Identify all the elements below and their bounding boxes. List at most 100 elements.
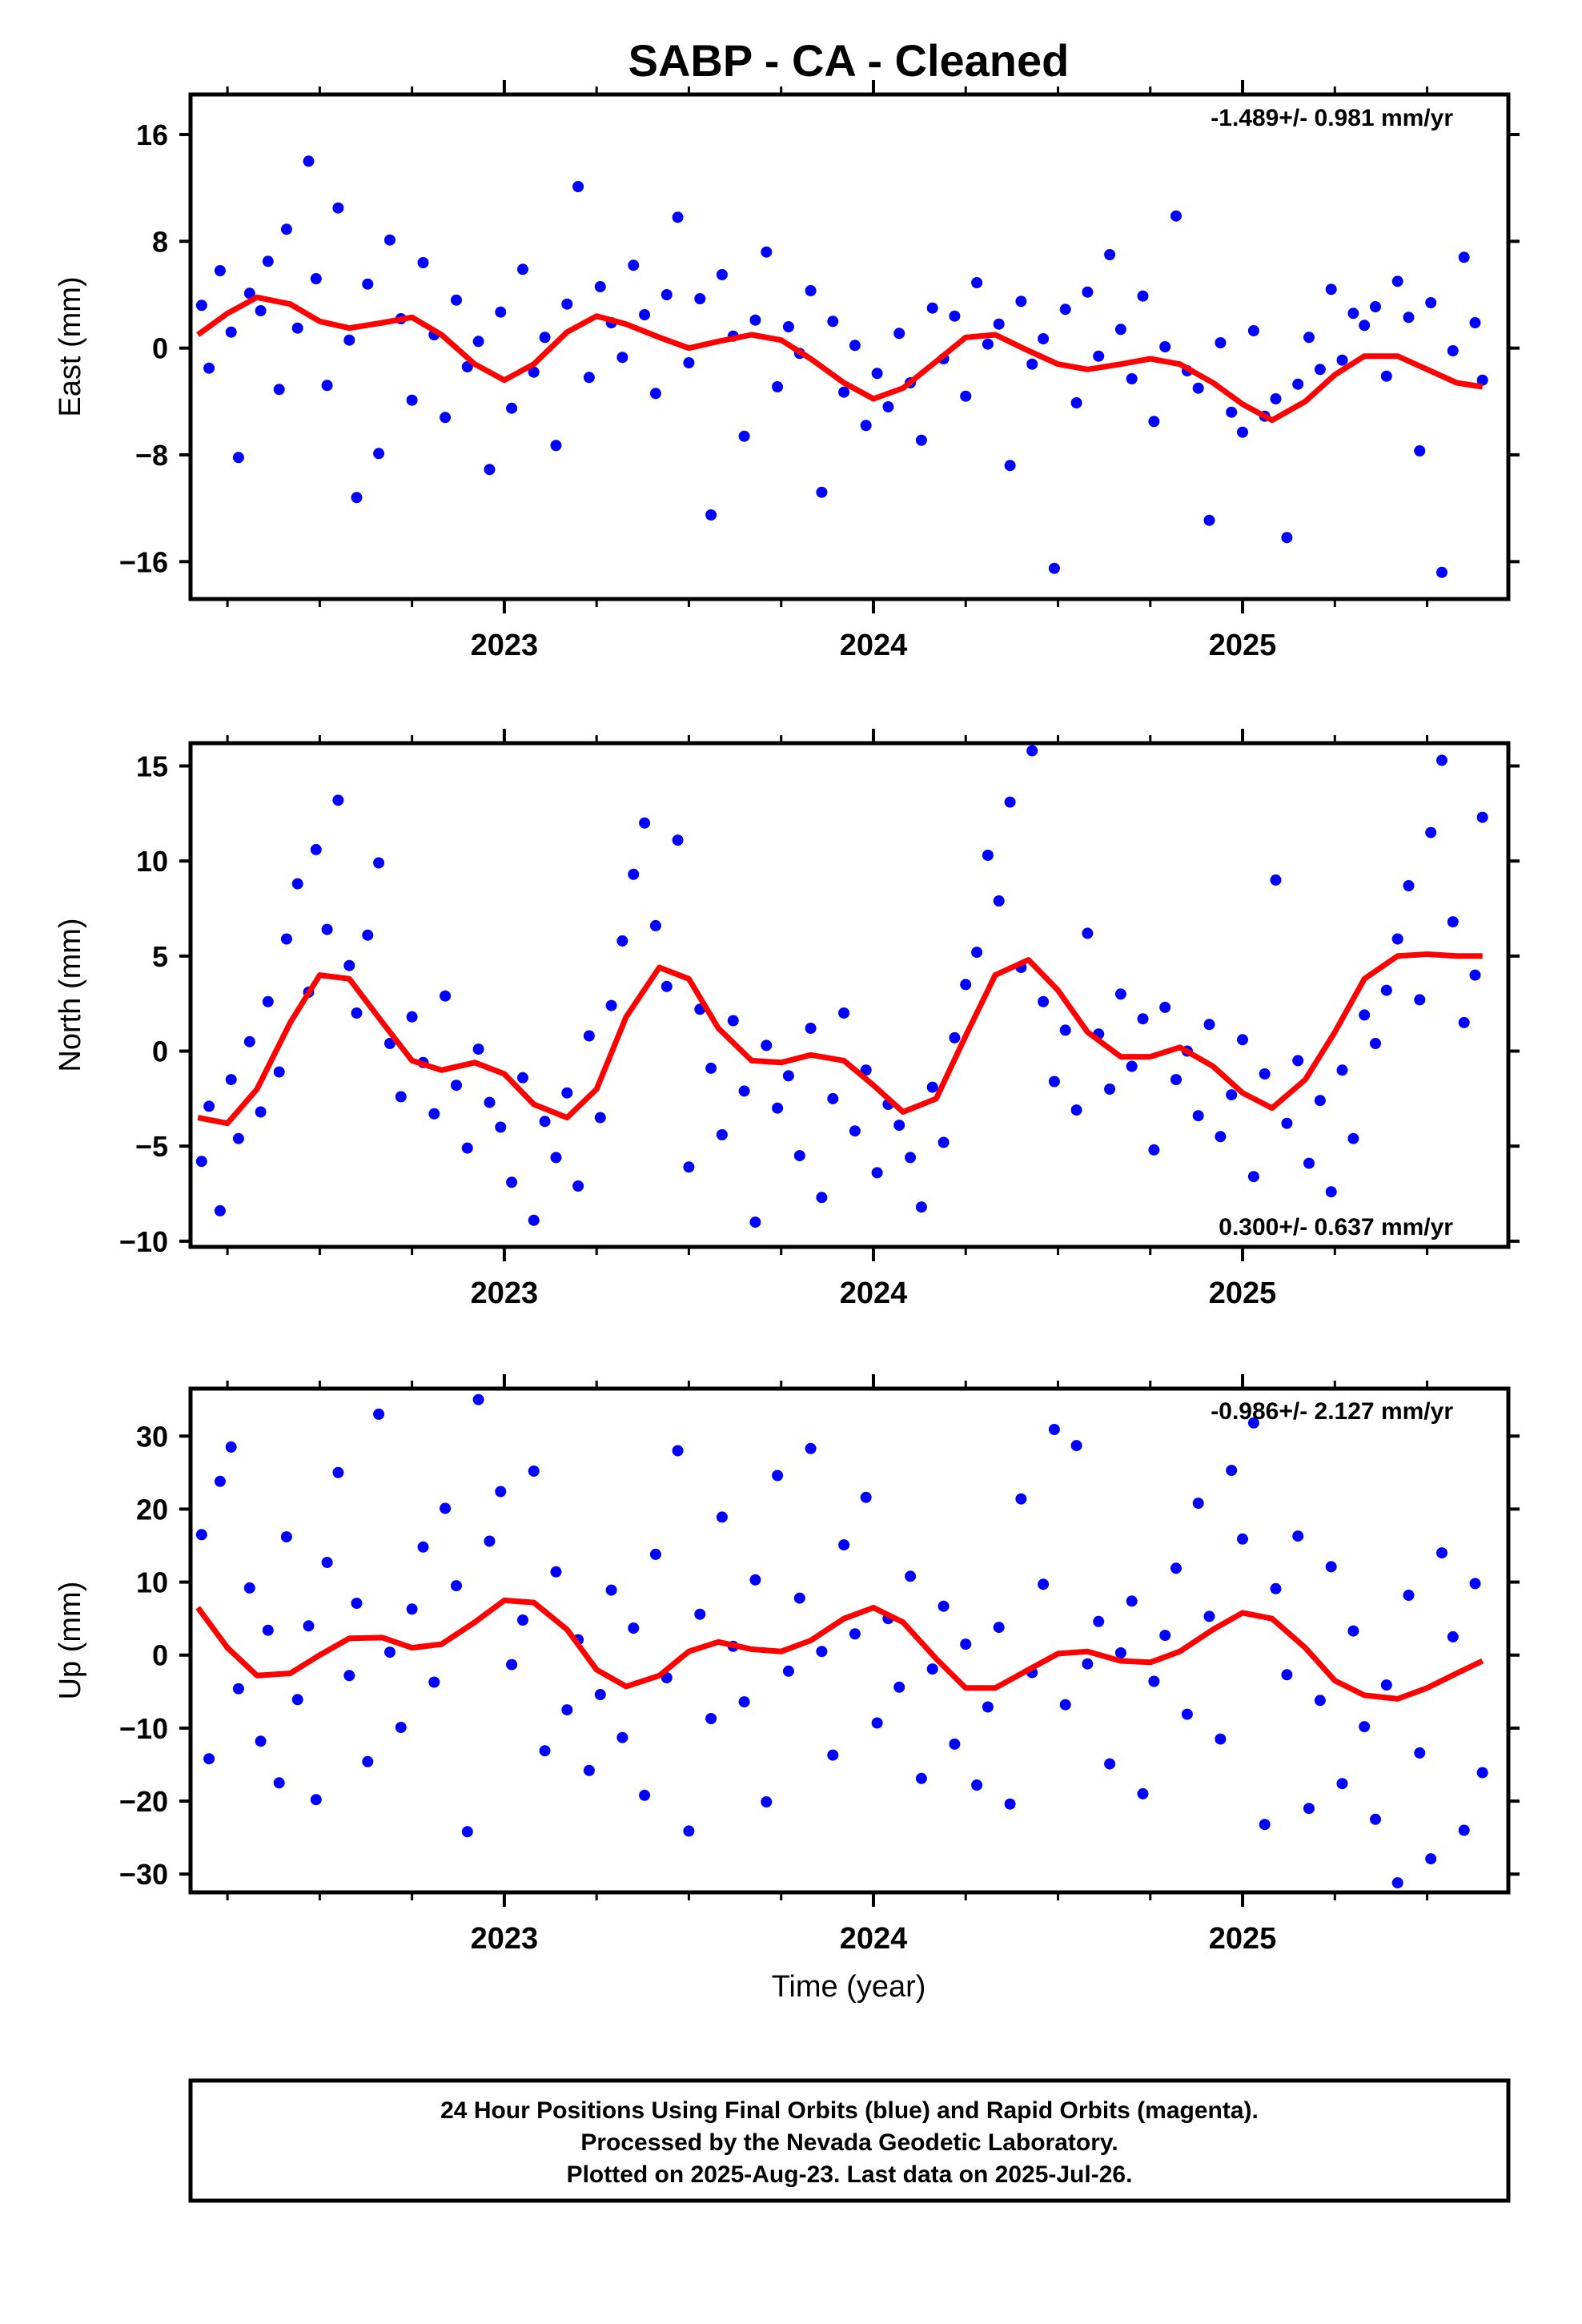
up-point	[1281, 1669, 1293, 1681]
east-point	[849, 340, 861, 352]
east-point	[310, 273, 322, 284]
up-point	[594, 1689, 606, 1700]
up-panel: −30 −20 −10 0 10 20 30 2023 2024 2025 Up (mm) -0.98…	[54, 1374, 1520, 1956]
up-point	[321, 1557, 333, 1568]
up-point	[960, 1638, 972, 1651]
up-point	[484, 1535, 496, 1547]
up-point	[793, 1592, 805, 1604]
up-point	[1303, 1803, 1315, 1815]
up-point	[495, 1486, 507, 1498]
north-point	[528, 1214, 540, 1226]
north-point	[594, 1112, 606, 1124]
east-panel: −16 −8 0 8 16 2023 2024 2025 East (mm) -1.489+/- …	[54, 80, 1520, 662]
east-point	[1303, 332, 1315, 344]
up-point	[860, 1491, 872, 1503]
east-point	[1447, 345, 1459, 356]
up-point	[1380, 1679, 1392, 1691]
north-point	[291, 878, 303, 890]
north-point	[214, 1204, 226, 1216]
up-point	[672, 1445, 684, 1457]
north-point	[761, 1039, 773, 1051]
east-point	[871, 368, 883, 380]
east-point	[705, 509, 717, 521]
up-point	[417, 1541, 429, 1553]
north-point	[572, 1180, 584, 1192]
up-point	[440, 1502, 452, 1514]
east-x-tick-label: 2025	[1209, 629, 1277, 662]
east-model-curve	[196, 294, 1484, 424]
up-point	[649, 1548, 661, 1560]
up-point	[1270, 1582, 1282, 1594]
up-point	[232, 1683, 244, 1695]
east-point	[926, 302, 938, 314]
north-point	[1403, 880, 1415, 891]
up-point	[1215, 1733, 1227, 1745]
east-point	[417, 257, 429, 268]
north-point	[849, 1125, 861, 1137]
up-point	[243, 1582, 255, 1594]
up-y-tick-label: −20	[119, 1785, 168, 1818]
east-point	[1458, 251, 1470, 263]
up-point	[1292, 1530, 1304, 1542]
north-point	[605, 999, 617, 1011]
up-point	[639, 1789, 651, 1801]
north-point	[1281, 1117, 1293, 1129]
up-y-tick-label: −30	[119, 1858, 168, 1891]
north-point	[793, 1150, 805, 1162]
up-point	[871, 1717, 883, 1729]
up-point	[539, 1745, 551, 1757]
east-point	[738, 430, 750, 442]
north-point	[1458, 1016, 1470, 1028]
east-point	[882, 401, 894, 412]
north-point	[1226, 1089, 1238, 1101]
east-point	[1038, 333, 1050, 344]
up-point	[550, 1566, 562, 1578]
east-point	[827, 316, 839, 328]
north-point	[1203, 1019, 1215, 1031]
up-point	[291, 1694, 303, 1706]
east-point	[782, 321, 794, 332]
up-point	[772, 1470, 784, 1482]
east-point	[1425, 297, 1437, 308]
up-point	[1148, 1675, 1160, 1687]
up-point	[1458, 1824, 1470, 1836]
east-point	[1126, 373, 1138, 384]
north-point	[1070, 1104, 1082, 1116]
north-point	[960, 979, 972, 991]
north-x-tick-label: 2023	[471, 1277, 539, 1310]
up-point	[1314, 1695, 1326, 1707]
east-point	[661, 289, 673, 300]
north-point	[628, 868, 640, 880]
east-point	[550, 440, 562, 452]
up-point	[1203, 1610, 1215, 1622]
east-y-tick-label: 16	[136, 119, 168, 151]
north-y-tick-label: 0	[152, 1035, 168, 1068]
north-point	[343, 959, 355, 971]
east-point	[406, 394, 418, 406]
up-point	[343, 1670, 355, 1682]
up-point	[273, 1777, 285, 1789]
north-point	[225, 1074, 237, 1086]
east-point	[572, 181, 584, 192]
north-point	[827, 1092, 839, 1104]
up-point	[583, 1764, 595, 1776]
north-point	[1359, 1009, 1371, 1021]
up-point	[1192, 1498, 1204, 1510]
east-point	[1325, 283, 1337, 296]
up-point	[749, 1574, 761, 1586]
up-point	[451, 1580, 462, 1592]
north-point	[243, 1035, 255, 1047]
up-point	[1038, 1578, 1050, 1590]
north-point	[1215, 1131, 1227, 1143]
east-point	[1215, 337, 1227, 348]
up-point	[1004, 1798, 1016, 1810]
east-point	[860, 420, 872, 432]
north-point	[716, 1129, 728, 1140]
north-point	[440, 990, 452, 1002]
east-point	[1026, 358, 1038, 370]
east-point	[1370, 301, 1381, 312]
east-point	[225, 326, 237, 338]
north-point	[1038, 995, 1050, 1007]
east-point	[303, 155, 315, 167]
east-point	[232, 452, 244, 464]
